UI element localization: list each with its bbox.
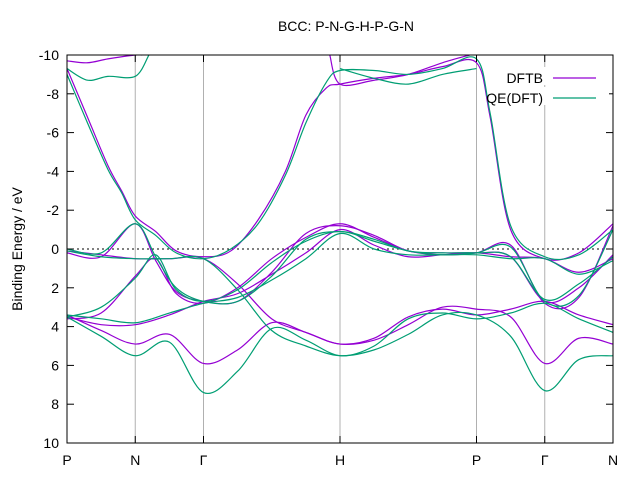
y-tick-label: -8 <box>47 86 60 102</box>
x-tick-label: Γ <box>200 452 208 468</box>
y-tick-label: 8 <box>51 396 59 412</box>
legend-label: QE(DFT) <box>486 90 543 106</box>
legend-label: DFTB <box>506 70 543 86</box>
band-line <box>67 58 613 261</box>
chart-title: BCC: P-N-G-H-P-G-N <box>278 18 414 34</box>
grid-lines <box>134 55 546 443</box>
band-line <box>67 302 613 395</box>
y-tick-label: 6 <box>51 357 59 373</box>
band-line <box>67 55 143 64</box>
y-tick-label: 10 <box>43 435 59 451</box>
y-tick-label: -2 <box>47 202 60 218</box>
y-tick-label: -4 <box>47 163 60 179</box>
band-line <box>339 67 477 85</box>
band-line <box>67 232 613 324</box>
band-line <box>67 56 613 261</box>
series-qe-dft- <box>67 55 613 395</box>
y-axis-ticks: -10 -8 -6 -4 -2 0 2 4 6 8 10 <box>39 47 613 451</box>
band-line <box>67 228 613 327</box>
y-tick-label: 4 <box>51 319 59 335</box>
x-tick-label: Γ <box>541 452 549 468</box>
legend: DFTB QE(DFT) <box>486 67 609 106</box>
band-line <box>67 55 150 82</box>
y-tick-label: -10 <box>39 47 59 63</box>
y-tick-label: 2 <box>51 280 59 296</box>
legend-background <box>491 67 609 85</box>
x-tick-label: N <box>608 452 618 468</box>
legend-background <box>491 87 609 105</box>
band-line <box>329 55 470 87</box>
y-tick-label: 0 <box>51 241 59 257</box>
x-tick-label: H <box>335 452 345 468</box>
y-axis-label: Binding Energy / eV <box>9 186 25 310</box>
x-tick-label: P <box>62 452 71 468</box>
band-line <box>67 300 613 365</box>
x-tick-label: N <box>130 452 140 468</box>
bands <box>67 55 613 395</box>
y-tick-label: -6 <box>47 125 60 141</box>
x-tick-label: P <box>472 452 481 468</box>
